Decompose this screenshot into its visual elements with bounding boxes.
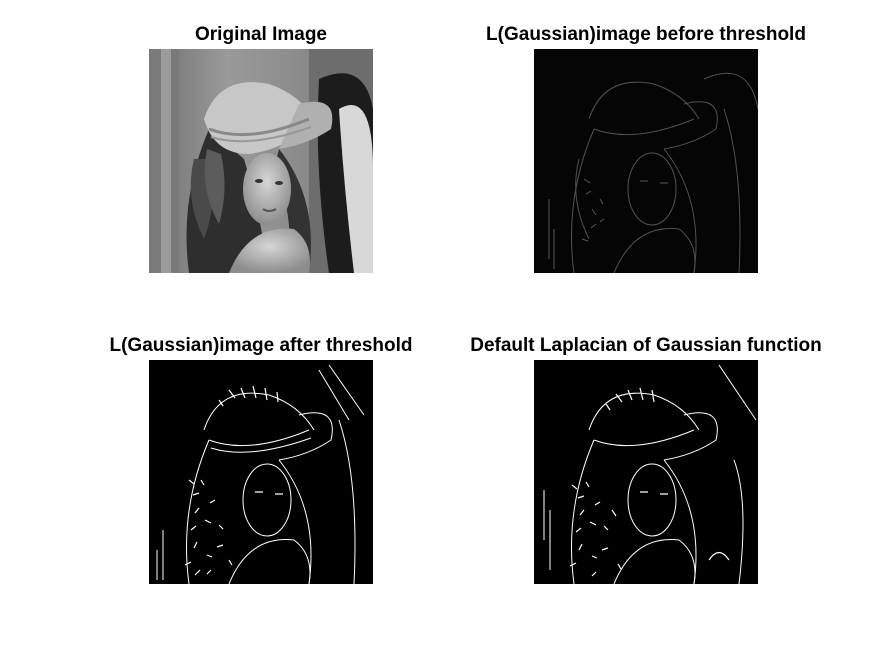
subplot-title: L(Gaussian)image after threshold [109, 335, 413, 356]
log-after-threshold-image [149, 360, 373, 584]
original-image [149, 49, 373, 273]
subplot-title: Original Image [195, 24, 327, 45]
subplot-title: L(Gaussian)image before threshold [486, 24, 806, 45]
default-log-image [534, 360, 758, 584]
log-before-threshold-image [534, 49, 758, 273]
subplot-title: Default Laplacian of Gaussian function [470, 335, 822, 356]
